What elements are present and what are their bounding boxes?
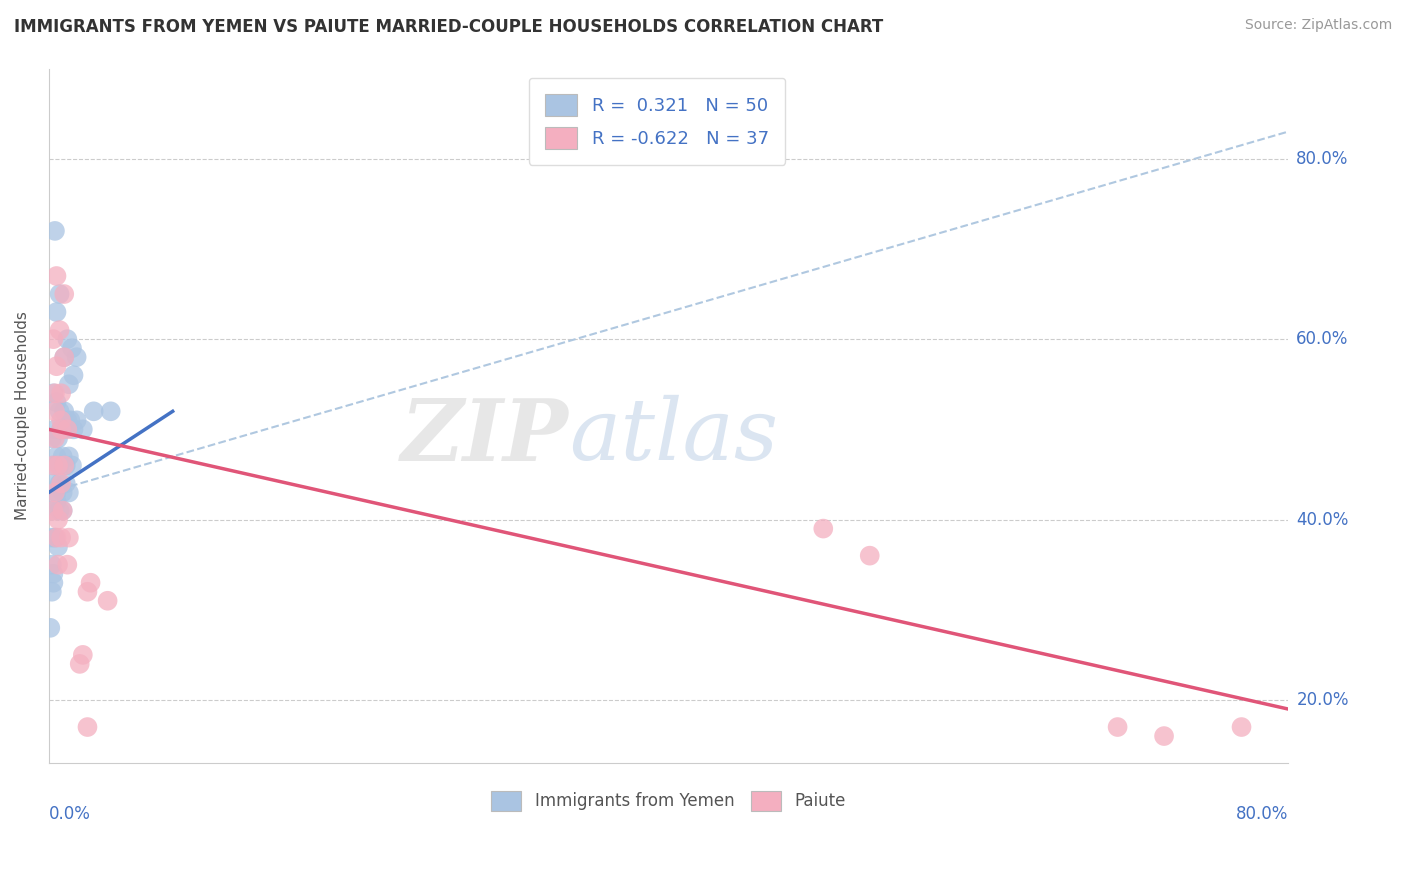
Point [45, 395, 67, 409]
Point [52, 485, 75, 500]
Point [45, 305, 67, 319]
Point [56, 413, 79, 427]
Point [60, 341, 83, 355]
Text: 60.0%: 60.0% [1296, 330, 1348, 348]
Point [45, 485, 67, 500]
Point [49, 422, 72, 436]
Point [45, 531, 67, 545]
Point [42, 458, 65, 473]
Point [45, 268, 67, 283]
Point [42, 332, 65, 346]
Point [55, 458, 77, 473]
Text: 80.0%: 80.0% [1236, 805, 1288, 822]
Point [72, 648, 94, 662]
Point [46, 558, 69, 572]
Point [42, 575, 65, 590]
Text: 80.0%: 80.0% [1296, 150, 1348, 168]
Legend: Immigrants from Yemen, Paiute: Immigrants from Yemen, Paiute [478, 777, 859, 824]
Point [41, 531, 63, 545]
Text: Source: ZipAtlas.com: Source: ZipAtlas.com [1244, 18, 1392, 32]
Point [42, 503, 65, 517]
Point [44, 404, 66, 418]
Text: 40.0%: 40.0% [1296, 510, 1348, 529]
Point [48, 287, 70, 301]
Point [1107, 720, 1129, 734]
Point [58, 377, 80, 392]
Point [813, 522, 835, 536]
Point [41, 558, 63, 572]
Point [72, 422, 94, 436]
Point [53, 350, 76, 364]
Point [58, 531, 80, 545]
Point [97, 593, 120, 607]
Point [42, 458, 65, 473]
Point [45, 359, 67, 374]
Text: IMMIGRANTS FROM YEMEN VS PAIUTE MARRIED-COUPLE HOUSEHOLDS CORRELATION CHART: IMMIGRANTS FROM YEMEN VS PAIUTE MARRIED-… [14, 18, 883, 36]
Point [1230, 720, 1253, 734]
Point [56, 422, 79, 436]
Point [49, 386, 72, 401]
Point [48, 458, 70, 473]
Point [45, 450, 67, 464]
Point [44, 224, 66, 238]
Point [44, 386, 66, 401]
Point [53, 458, 76, 473]
Point [48, 503, 70, 517]
Point [76, 584, 98, 599]
Point [56, 332, 79, 346]
Point [48, 323, 70, 337]
Point [56, 558, 79, 572]
Point [48, 476, 70, 491]
Point [53, 350, 76, 364]
Point [62, 422, 84, 436]
Text: 20.0%: 20.0% [1296, 691, 1348, 709]
Point [46, 540, 69, 554]
Point [1153, 729, 1175, 743]
Point [49, 413, 72, 427]
Point [100, 404, 122, 418]
Point [42, 566, 65, 581]
Point [46, 512, 69, 526]
Point [48, 404, 70, 418]
Point [44, 422, 66, 436]
Point [39, 621, 62, 635]
Point [52, 503, 75, 517]
Point [58, 485, 80, 500]
Point [42, 503, 65, 517]
Point [42, 476, 65, 491]
Point [46, 431, 69, 445]
Text: atlas: atlas [569, 395, 779, 478]
Y-axis label: Married-couple Households: Married-couple Households [15, 311, 30, 520]
Point [76, 720, 98, 734]
Point [53, 287, 76, 301]
Point [58, 450, 80, 464]
Point [52, 503, 75, 517]
Point [83, 404, 105, 418]
Point [46, 458, 69, 473]
Point [69, 657, 91, 671]
Point [44, 431, 66, 445]
Point [52, 450, 75, 464]
Point [49, 422, 72, 436]
Point [60, 458, 83, 473]
Point [66, 413, 89, 427]
Point [44, 485, 66, 500]
Point [59, 413, 82, 427]
Point [79, 575, 101, 590]
Point [53, 404, 76, 418]
Point [55, 476, 77, 491]
Point [49, 531, 72, 545]
Point [859, 549, 882, 563]
Point [41, 584, 63, 599]
Point [44, 531, 66, 545]
Point [53, 422, 76, 436]
Point [66, 350, 89, 364]
Point [49, 476, 72, 491]
Text: ZIP: ZIP [401, 395, 569, 478]
Point [42, 386, 65, 401]
Point [62, 368, 84, 383]
Point [41, 431, 63, 445]
Text: 0.0%: 0.0% [49, 805, 90, 822]
Point [45, 494, 67, 508]
